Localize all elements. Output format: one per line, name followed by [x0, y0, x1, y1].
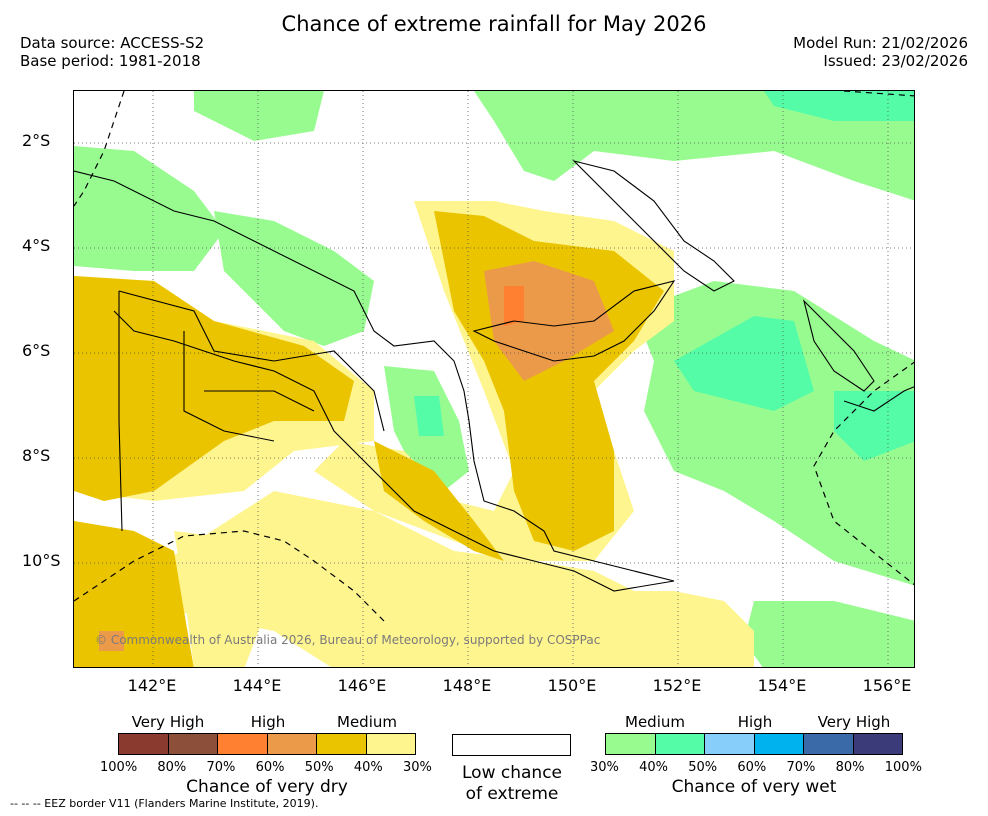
wet-swatch-1 — [606, 734, 656, 754]
wet-level-medium: Medium — [625, 713, 685, 731]
base-period: Base period: 1981-2018 — [20, 52, 201, 70]
wet-level-very-high: Very High — [817, 713, 891, 731]
dry-tick-2: 80% — [157, 760, 187, 775]
wet-very-northeast — [764, 91, 914, 121]
dry-swatch-1 — [119, 734, 169, 754]
dry-swatch-3 — [218, 734, 268, 754]
dry-medium-sw-edge — [174, 531, 274, 667]
wet-swatch-6 — [853, 734, 902, 754]
dry-tick-7: 30% — [403, 760, 432, 775]
solomon-coast — [843, 386, 914, 412]
lon-label-144e: 144°E — [232, 676, 282, 695]
meta-right: Model Run: 21/02/2026 Issued: 23/02/2026 — [793, 34, 968, 70]
wet-caption: Chance of very wet — [671, 777, 837, 797]
dry-caption: Chance of very dry — [186, 777, 348, 797]
low-chance-line1: Low chance — [462, 763, 562, 783]
dry-tick-1: 100% — [100, 760, 138, 775]
map-canvas — [74, 91, 914, 667]
low-chance-line2: of extreme — [465, 784, 559, 804]
map-title: Chance of extreme rainfall for May 2026 — [281, 12, 707, 36]
eez-note: -- -- -- EEZ border V11 (Flanders Marine… — [10, 797, 319, 810]
wet-color-bar — [605, 733, 903, 755]
dry-high-sw — [74, 521, 194, 667]
lat-label-8s: 8°S — [22, 446, 51, 465]
wet-tick-2: 40% — [639, 760, 669, 775]
lat-label-6s: 6°S — [22, 341, 51, 360]
dry-orange-sw — [99, 631, 124, 651]
dry-medium-south — [134, 491, 754, 667]
wet-region-north — [194, 91, 324, 141]
lat-label-4s: 4°S — [22, 236, 51, 255]
rainfall-map[interactable] — [73, 90, 915, 668]
dry-tick-3: 70% — [206, 760, 236, 775]
data-source: Data source: ACCESS-S2 — [20, 34, 205, 52]
dry-level-medium: Medium — [337, 713, 397, 731]
wet-high-central — [414, 396, 444, 436]
lon-label-150e: 150°E — [547, 676, 597, 695]
lon-label-152e: 152°E — [652, 676, 702, 695]
wet-level-high: High — [737, 713, 773, 731]
copyright-credit: © Commonwealth of Australia 2026, Bureau… — [95, 633, 601, 647]
low-chance-swatch — [452, 734, 571, 756]
wet-tick-7: 100% — [884, 760, 922, 775]
wet-swatch-5 — [804, 734, 854, 754]
wet-levels: Medium High Very High — [605, 713, 903, 733]
wet-high-east — [674, 316, 814, 411]
wet-tick-5: 70% — [786, 760, 816, 775]
dry-levels: Very High High Medium — [118, 713, 416, 733]
dry-legend: Very High High Medium — [118, 713, 416, 755]
wet-tick-1: 30% — [590, 760, 619, 775]
issued-date: Issued: 23/02/2026 — [823, 52, 968, 70]
lon-label-154e: 154°E — [757, 676, 807, 695]
png-border — [118, 291, 123, 532]
wet-tick-4: 60% — [737, 760, 767, 775]
lon-label-146e: 146°E — [337, 676, 387, 695]
lon-label-148e: 148°E — [442, 676, 492, 695]
dry-high-west — [74, 276, 354, 501]
wet-swatch-3 — [705, 734, 755, 754]
lon-label-142e: 142°E — [127, 676, 177, 695]
wet-legend: Medium High Very High — [605, 713, 903, 755]
wet-high-se — [834, 391, 914, 461]
wet-swatch-2 — [655, 734, 705, 754]
wet-swatch-4 — [754, 734, 804, 754]
dry-swatch-2 — [168, 734, 218, 754]
dry-swatch-4 — [267, 734, 317, 754]
dry-tick-5: 50% — [304, 760, 334, 775]
lat-label-2s: 2°S — [22, 131, 51, 150]
bougainville-coast — [802, 299, 875, 392]
wet-ticks: 30% 40% 50% 60% 70% 80% 100% — [590, 760, 922, 775]
dry-orange-peak — [504, 286, 524, 326]
wet-tick-3: 50% — [688, 760, 718, 775]
model-run: Model Run: 21/02/2026 — [793, 34, 968, 52]
new-ireland-coast — [572, 159, 735, 292]
wet-region-northeast — [474, 91, 914, 201]
dry-tick-6: 40% — [353, 760, 383, 775]
wet-region-ne-png — [214, 211, 374, 346]
dry-level-very-high: Very High — [131, 713, 205, 731]
eez-borders — [74, 91, 914, 622]
dry-ticks: 100% 80% 70% 60% 50% 40% 30% — [100, 760, 432, 775]
meta-left: Data source: ACCESS-S2 Base period: 1981… — [20, 34, 204, 70]
dry-level-high: High — [250, 713, 286, 731]
lon-label-156e: 156°E — [862, 676, 912, 695]
province-lines — [118, 290, 385, 442]
coastlines — [74, 159, 914, 592]
wet-region-south — [744, 601, 914, 667]
dry-high-south — [374, 441, 504, 561]
low-chance-caption: Low chance of extreme — [432, 763, 592, 805]
lat-label-10s: 10°S — [22, 551, 61, 570]
new-britain-coast — [472, 280, 676, 362]
dry-swatch-5 — [317, 734, 367, 754]
wet-tick-6: 80% — [835, 760, 865, 775]
wet-region-west — [74, 146, 224, 271]
dry-swatch-6 — [366, 734, 415, 754]
png-mainland-coast — [74, 170, 675, 592]
dry-color-bar — [118, 733, 416, 755]
dry-tick-4: 60% — [255, 760, 285, 775]
